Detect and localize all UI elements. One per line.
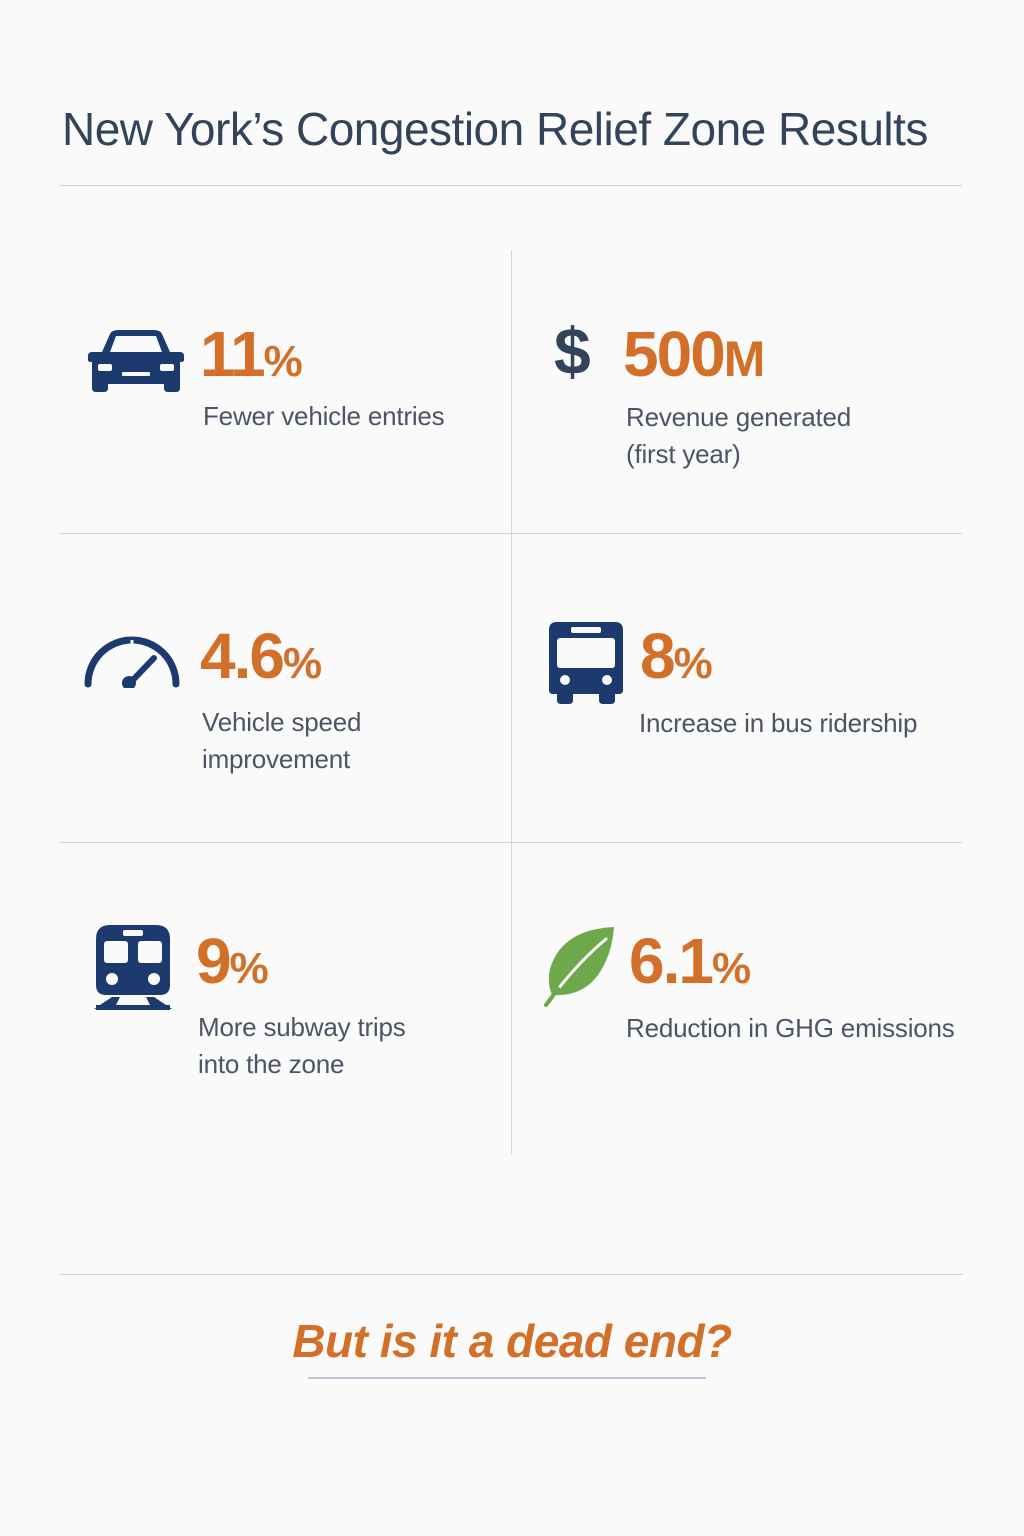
bottom-divider — [60, 1274, 963, 1275]
stat-label: Reduction in GHG emissions — [626, 1013, 955, 1043]
closing-question-underline — [308, 1377, 706, 1379]
stat-value: 11% — [200, 318, 303, 390]
stat-value: 8% — [640, 620, 713, 692]
grid-vertical-divider — [511, 250, 512, 1155]
subway-train-icon — [94, 925, 172, 1010]
page-title: New York’s Congestion Relief Zone Result… — [62, 103, 928, 155]
stat-label: Revenue generated (first year) — [626, 402, 852, 469]
grid-row-divider — [60, 533, 962, 534]
bus-icon — [549, 622, 623, 704]
stat-value: 4.6% — [200, 620, 323, 692]
stat-label: Vehicle speed improvement — [202, 707, 362, 774]
stat-label: Fewer vehicle entries — [203, 401, 445, 431]
stat-value: 9% — [196, 925, 269, 997]
stat-value: 6.1% — [629, 925, 752, 997]
stat-label: Increase in bus ridership — [639, 708, 918, 738]
car-icon — [88, 330, 184, 392]
stat-value: 500M — [623, 318, 766, 390]
closing-question: But is it a dead end? — [292, 1315, 732, 1367]
title-divider — [60, 185, 962, 186]
stat-label: More subway trips into the zone — [198, 1012, 406, 1079]
dollar-icon: $ — [554, 314, 591, 388]
leaf-icon — [544, 927, 614, 1007]
grid-row-divider — [60, 842, 962, 843]
speedometer-icon — [84, 636, 180, 688]
